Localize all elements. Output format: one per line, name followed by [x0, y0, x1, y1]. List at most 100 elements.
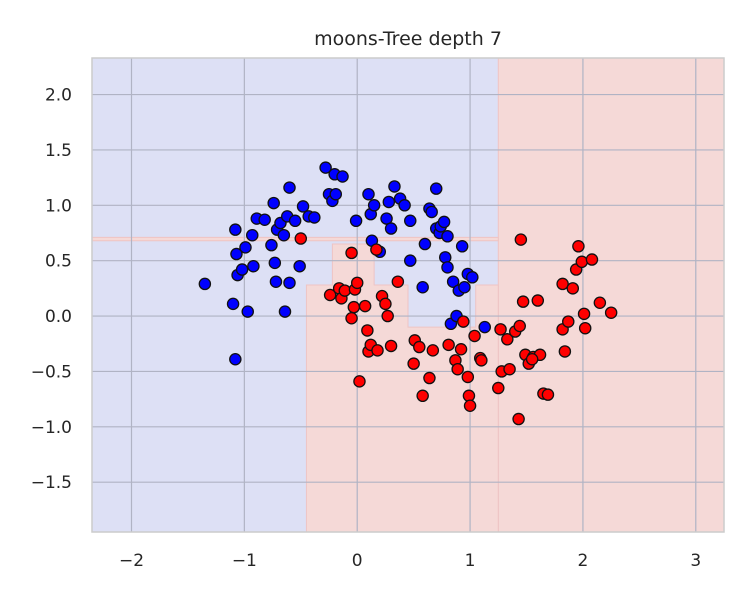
class-0-point: [425, 205, 438, 219]
class-1-point: [423, 371, 436, 385]
class-0-point: [229, 223, 242, 236]
class-1-point: [513, 319, 526, 333]
class-0-point: [437, 215, 451, 229]
class-1-point: [416, 389, 429, 403]
class-1-point: [514, 233, 528, 246]
class-0-point: [441, 261, 454, 274]
class-0-point: [293, 259, 306, 273]
plot-frame: [91, 57, 725, 533]
x-tick-label: −2: [119, 551, 144, 571]
class-1-point: [426, 344, 440, 357]
class-0-point: [466, 271, 479, 284]
class-1-point: [575, 255, 589, 269]
class-1-point: [512, 412, 525, 426]
class-1-point: [323, 288, 337, 302]
class-1-point: [585, 253, 599, 266]
class-0-point: [267, 196, 280, 210]
class-0-point: [226, 297, 240, 311]
class-1-point: [501, 333, 514, 346]
y-tick-label: 1.5: [45, 141, 72, 161]
class-0-point: [283, 276, 296, 290]
class-1-point: [475, 354, 488, 367]
class-1-point: [558, 345, 572, 358]
class-0-point: [278, 305, 292, 318]
class-0-point: [241, 305, 254, 318]
class-1-point: [338, 284, 352, 297]
class-1-point: [525, 352, 539, 366]
class-0-point: [198, 277, 212, 291]
class-0-point: [288, 214, 302, 228]
class-1-point: [413, 340, 426, 354]
x-tick-label: 0: [352, 551, 363, 571]
y-tick-label: −1.0: [31, 418, 72, 438]
y-tick-label: −1.5: [31, 473, 72, 493]
class-0-point: [418, 237, 432, 251]
x-tick-label: 3: [690, 551, 701, 571]
class-1-point: [379, 297, 392, 311]
class-0-point: [429, 182, 443, 195]
class-0-point: [398, 199, 411, 212]
class-0-point: [362, 187, 375, 201]
class-1-point: [347, 300, 361, 314]
class-1-point: [492, 381, 505, 395]
class-1-point: [494, 323, 507, 336]
class-0-point: [268, 256, 282, 270]
class-0-point: [404, 214, 417, 228]
y-tick-label: 0.5: [45, 252, 72, 272]
class-0-point: [246, 228, 259, 242]
class-0-point: [265, 238, 278, 252]
class-1-point: [503, 362, 516, 376]
class-1-point: [350, 276, 364, 290]
class-0-point: [296, 200, 310, 213]
class-1-point: [391, 275, 405, 288]
class-0-point: [329, 187, 343, 201]
class-0-point: [258, 213, 271, 226]
class-0-point: [269, 275, 283, 288]
x-tick-label: −1: [232, 551, 257, 571]
class-1-point: [361, 324, 374, 337]
class-1-decision-region: [497, 58, 724, 532]
y-tick-label: 1.0: [45, 196, 72, 216]
class-1-point: [371, 344, 384, 357]
class-1-point: [541, 388, 555, 401]
class-0-point: [229, 352, 242, 366]
class-1-point: [454, 343, 468, 356]
class-1-point: [566, 282, 580, 295]
class-1-point: [358, 299, 372, 313]
class-0-point: [478, 320, 491, 334]
class-0-point: [230, 247, 243, 261]
class-1-point: [370, 243, 383, 256]
class-1-point: [468, 329, 481, 343]
class-1-point: [572, 240, 585, 253]
class-0-point: [458, 280, 471, 294]
class-1-point: [294, 232, 308, 245]
y-tick-label: −0.5: [31, 362, 72, 382]
class-1-point: [457, 315, 470, 328]
x-tick-label: 1: [465, 551, 476, 571]
class-0-point: [404, 254, 417, 267]
class-1-point: [407, 357, 420, 370]
class-0-point: [446, 275, 460, 288]
class-1-point: [578, 321, 592, 335]
class-1-point: [556, 277, 569, 291]
class-0-point: [438, 251, 452, 264]
chart-title: moons-Tree depth 7: [314, 28, 502, 50]
y-tick-label: 2.0: [45, 86, 72, 106]
class-0-point: [235, 263, 249, 276]
class-1-point: [384, 339, 398, 353]
class-1-point: [516, 295, 530, 308]
class-1-point: [463, 399, 477, 412]
class-1-point: [577, 307, 591, 321]
class-0-point: [283, 181, 296, 194]
class-0-point: [277, 228, 291, 242]
class-0-point: [367, 199, 381, 212]
class-0-point: [380, 212, 393, 225]
class-0-point: [455, 240, 469, 253]
class-0-point: [349, 214, 363, 228]
class-0-point: [382, 195, 396, 209]
class-0-point: [239, 241, 252, 254]
class-1-point: [593, 296, 607, 310]
class-1-point: [353, 375, 366, 388]
class-1-point: [604, 306, 618, 319]
